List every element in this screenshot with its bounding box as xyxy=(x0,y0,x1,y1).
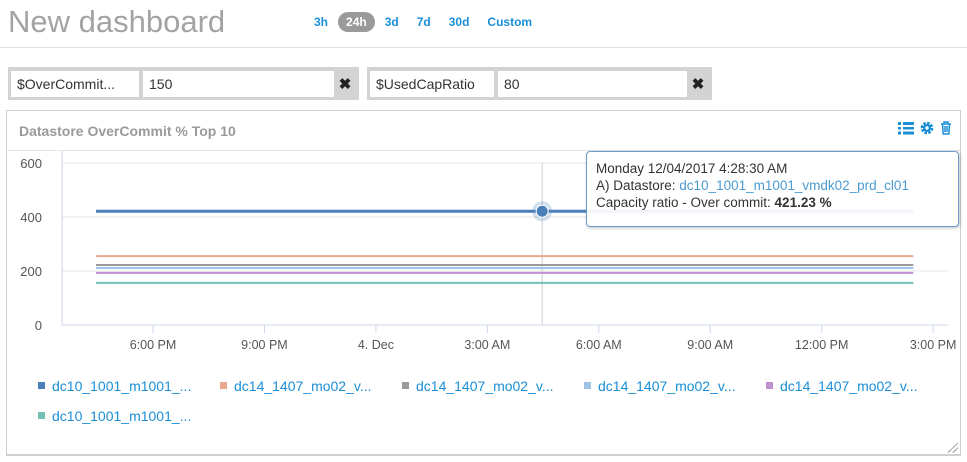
filter-overcommit: $OverCommit... 150 ✖ xyxy=(8,67,359,100)
range-30d[interactable]: 30d xyxy=(448,15,470,29)
x-tick-label: 3:00 PM xyxy=(910,338,957,352)
gear-icon[interactable] xyxy=(920,121,934,135)
x-tick-label: 9:00 AM xyxy=(687,338,733,352)
range-24h[interactable]: 24h xyxy=(338,12,375,32)
legend-item[interactable]: dc10_1001_m1001_... xyxy=(38,408,191,424)
y-tick-label: 0 xyxy=(35,318,42,333)
filter-label: $OverCommit... xyxy=(11,70,139,97)
close-icon[interactable]: ✖ xyxy=(338,75,352,93)
tooltip-metric-value: 421.23 % xyxy=(774,195,832,210)
hover-point xyxy=(535,204,549,218)
legend-label: dc14_1407_mo02_v... xyxy=(780,378,918,394)
legend-label: dc10_1001_m1001_... xyxy=(52,408,192,424)
x-tick-label: 6:00 AM xyxy=(576,338,622,352)
legend-label: dc14_1407_mo02_v... xyxy=(234,378,372,394)
range-custom[interactable]: Custom xyxy=(487,15,533,29)
legend-item[interactable]: dc10_1001_m1001_... xyxy=(38,378,191,394)
legend-item[interactable]: dc14_1407_mo02_v... xyxy=(766,378,918,394)
y-tick-label: 200 xyxy=(20,264,42,279)
time-range-selector: 3h 24h 3d 7d 30d Custom xyxy=(306,12,542,32)
x-tick-label: 9:00 PM xyxy=(241,338,288,352)
legend-item[interactable]: dc14_1407_mo02_v... xyxy=(402,378,554,394)
chart-panel: Datastore OverCommit % Top 10 xyxy=(6,110,961,456)
filter-value-input[interactable]: 80 xyxy=(498,70,687,97)
x-tick-label: 3:00 AM xyxy=(464,338,510,352)
page-title: New dashboard xyxy=(8,4,226,39)
legend-label: dc14_1407_mo02_v... xyxy=(416,378,554,394)
divider xyxy=(7,150,960,151)
legend-label: dc10_1001_m1001_... xyxy=(52,378,192,394)
filter-value-input[interactable]: 150 xyxy=(143,70,334,97)
legend-swatch xyxy=(220,382,227,389)
filter-usedcapratio: $UsedCapRatio 80 ✖ xyxy=(367,67,712,100)
tooltip: Monday 12/04/2017 4:28:30 AM A) Datastor… xyxy=(586,151,959,227)
close-icon[interactable]: ✖ xyxy=(691,75,705,93)
x-tick-label: 4. Dec xyxy=(358,338,394,352)
tooltip-date: Monday 12/04/2017 4:28:30 AM xyxy=(596,161,788,176)
range-7d[interactable]: 7d xyxy=(416,15,431,29)
list-icon[interactable] xyxy=(898,121,914,135)
trash-icon[interactable] xyxy=(940,121,952,135)
resize-handle[interactable] xyxy=(948,443,958,453)
tooltip-metric-label: Capacity ratio - Over commit: xyxy=(596,195,775,210)
divider xyxy=(0,47,967,48)
range-3h[interactable]: 3h xyxy=(314,15,329,29)
filter-label: $UsedCapRatio xyxy=(370,70,494,97)
x-tick-label: 6:00 PM xyxy=(130,338,177,352)
legend-item[interactable]: dc14_1407_mo02_v... xyxy=(220,378,372,394)
range-3d[interactable]: 3d xyxy=(384,15,399,29)
tooltip-series-name: dc10_1001_m1001_vmdk02_prd_cl01 xyxy=(679,178,909,193)
legend-swatch xyxy=(38,412,45,419)
tooltip-series-prefix: A) Datastore: xyxy=(596,178,680,193)
legend-swatch xyxy=(766,382,773,389)
legend-swatch xyxy=(402,382,409,389)
legend-swatch xyxy=(584,382,591,389)
legend-label: dc14_1407_mo02_v... xyxy=(598,378,736,394)
panel-title: Datastore OverCommit % Top 10 xyxy=(19,123,236,139)
y-tick-label: 600 xyxy=(20,156,42,171)
y-tick-label: 400 xyxy=(20,210,42,225)
x-tick-label: 12:00 PM xyxy=(795,338,849,352)
legend-item[interactable]: dc14_1407_mo02_v... xyxy=(584,378,736,394)
legend-swatch xyxy=(38,382,45,389)
